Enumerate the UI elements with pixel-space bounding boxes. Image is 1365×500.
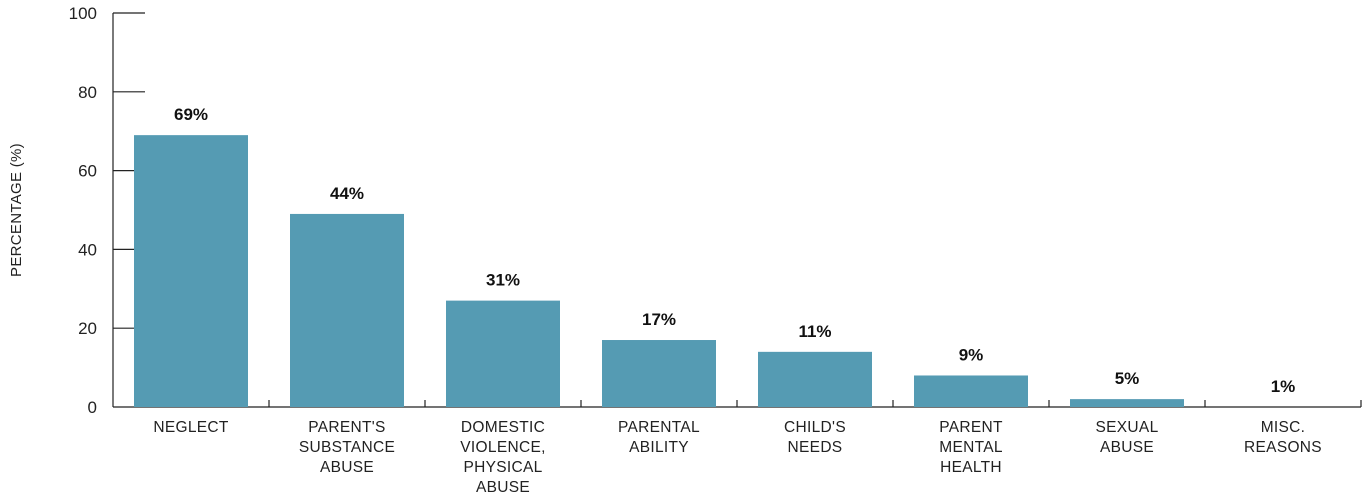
bar: [602, 340, 716, 407]
category-label: PARENTAL ABILITY: [618, 419, 700, 456]
y-tick-label: 0: [88, 398, 97, 417]
bar: [290, 213, 404, 407]
category-labels: NEGLECT PARENT'S SUBSTANCE ABUSE DOMESTIC VIO…: [153, 419, 1322, 496]
bar-value-label: 5%: [1115, 369, 1140, 388]
category-label-line: DOMESTIC: [461, 419, 545, 436]
y-tick-label: 80: [78, 83, 97, 102]
category-label-line: PARENT'S: [308, 419, 385, 436]
y-tick-label: 60: [78, 162, 97, 181]
y-axis-label: PERCENTAGE (%): [8, 143, 25, 277]
bar-value-label: 31%: [486, 271, 520, 290]
category-label: SEXUAL ABUSE: [1096, 419, 1159, 456]
category-label-line: ABILITY: [629, 439, 689, 456]
category-label-line: ABUSE: [1100, 439, 1154, 456]
bars: [134, 135, 1184, 407]
category-label: PARENT'S SUBSTANCE ABUSE: [299, 419, 395, 476]
category-label-line: REASONS: [1244, 439, 1322, 456]
bar-value-label: 17%: [642, 310, 676, 329]
bar: [914, 375, 1028, 407]
category-label-line: VIOLENCE,: [460, 439, 545, 456]
category-label-line: PHYSICAL: [463, 459, 542, 476]
bar: [134, 135, 248, 407]
bar: [758, 351, 872, 407]
category-label: CHILD'S NEEDS: [784, 419, 846, 456]
y-tick-label: 100: [69, 4, 97, 23]
category-label-line: NEGLECT: [153, 419, 229, 436]
category-label-line: SUBSTANCE: [299, 439, 395, 456]
category-label-line: ABUSE: [320, 459, 374, 476]
bar: [446, 300, 560, 407]
y-tick-label: 40: [78, 240, 97, 259]
category-label-line: CHILD'S: [784, 419, 846, 436]
category-label-line: NEEDS: [788, 439, 843, 456]
bar-value-label: 9%: [959, 345, 984, 364]
bar: [1070, 399, 1184, 407]
category-label: PARENT MENTAL HEALTH: [939, 419, 1003, 476]
category-label: DOMESTIC VIOLENCE, PHYSICAL ABUSE: [460, 419, 545, 496]
category-label-line: SEXUAL: [1096, 419, 1159, 436]
bar-value-label: 1%: [1271, 377, 1296, 396]
y-tick-labels: 0 20 40 60 80 100: [69, 4, 97, 417]
category-label-line: PARENTAL: [618, 419, 700, 436]
category-label-line: ABUSE: [476, 479, 530, 496]
bar-value-label: 69%: [174, 105, 208, 124]
category-label-line: PARENT: [939, 419, 1003, 436]
category-label: NEGLECT: [153, 419, 229, 436]
category-label-line: HEALTH: [940, 459, 1002, 476]
data-labels: 69% 44% 31% 17% 11% 9% 5% 1%: [174, 105, 1295, 396]
bar-value-label: 44%: [330, 184, 364, 203]
bar-value-label: 11%: [798, 322, 831, 341]
category-label: MISC. REASONS: [1244, 419, 1322, 456]
category-label-line: MISC.: [1261, 419, 1306, 436]
category-label-line: MENTAL: [939, 439, 1003, 456]
y-tick-label: 20: [78, 319, 97, 338]
